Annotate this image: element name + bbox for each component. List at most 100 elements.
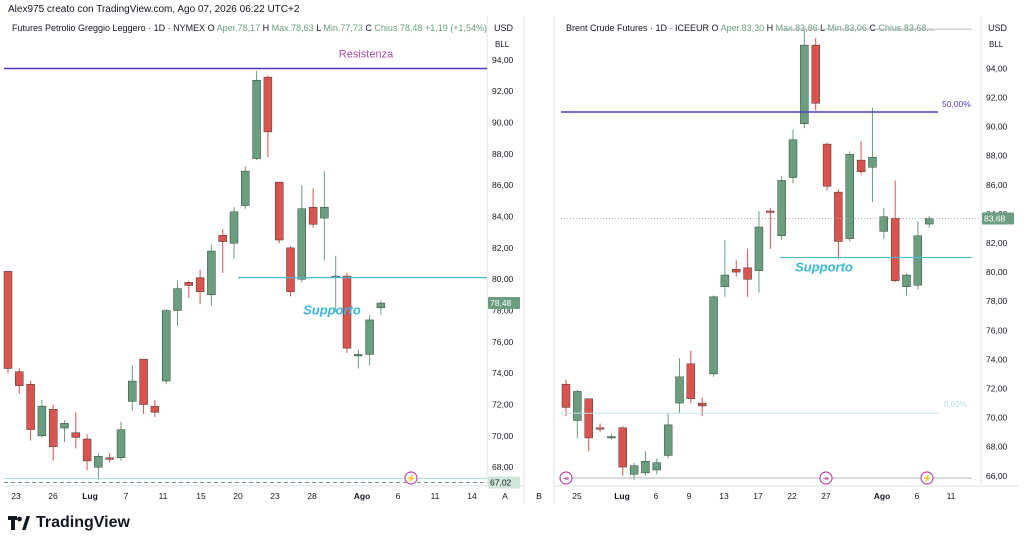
candle-body[interactable] <box>890 218 900 282</box>
last-price-tag <box>982 212 1014 225</box>
candle-body[interactable] <box>743 267 752 280</box>
candle-body[interactable] <box>925 218 934 225</box>
candle-body[interactable] <box>218 235 227 242</box>
low-price-label: 67,02 <box>490 478 512 488</box>
x-tick-label: Lug <box>614 491 630 501</box>
candle-body[interactable] <box>686 363 696 399</box>
candle-body[interactable] <box>641 461 650 474</box>
candle-body[interactable] <box>320 206 329 219</box>
y-tick-label: 76,00 <box>492 337 514 347</box>
candle-body[interactable] <box>573 391 582 421</box>
candle-body[interactable] <box>161 310 171 382</box>
candle-body[interactable] <box>788 139 798 178</box>
candle-body[interactable] <box>629 465 639 475</box>
tradingview-logo-icon <box>8 516 30 530</box>
unit-label: BLL <box>989 40 1004 49</box>
candle-body[interactable] <box>229 211 239 244</box>
x-tick-label: 15 <box>196 491 206 501</box>
candle-body[interactable] <box>3 271 13 369</box>
candle-body[interactable] <box>94 456 103 468</box>
candle-body[interactable] <box>652 462 661 471</box>
candle-body[interactable] <box>766 210 775 213</box>
candle-body[interactable] <box>800 44 809 124</box>
candle-body[interactable] <box>71 432 81 438</box>
x-tick-label: 23 <box>11 491 21 501</box>
ohlc-o: Aper.83,30 <box>721 23 767 33</box>
candle-body[interactable] <box>128 380 137 402</box>
y-tick-label: 78,00 <box>986 296 1008 306</box>
candle-body[interactable] <box>297 208 306 280</box>
candle-body[interactable] <box>709 296 718 375</box>
candle-body[interactable] <box>663 424 673 456</box>
chart-left[interactable]: Futures Petrolio Greggio Leggero · 1D · … <box>3 23 520 501</box>
chart-right[interactable]: Brent Crude Futures · 1D · ICEEUR O Aper… <box>536 23 1014 501</box>
candle-body[interactable] <box>834 191 843 242</box>
event-icon[interactable] <box>559 471 573 485</box>
candle-body[interactable] <box>195 277 205 292</box>
candle-body[interactable] <box>845 154 854 239</box>
candle-body[interactable] <box>902 274 911 287</box>
candle-body[interactable] <box>732 268 741 273</box>
candle-body[interactable] <box>868 156 877 168</box>
y-tick-label: 92,00 <box>986 92 1008 102</box>
candle-body[interactable] <box>37 405 47 437</box>
candle-body[interactable] <box>561 383 571 408</box>
candle-body[interactable] <box>139 358 148 405</box>
candle-body[interactable] <box>116 429 126 459</box>
candle-body[interactable] <box>675 376 684 404</box>
candle-body[interactable] <box>913 235 923 286</box>
candle-body[interactable] <box>82 438 92 462</box>
candle-body[interactable] <box>275 181 284 241</box>
event-icon[interactable] <box>404 471 418 485</box>
candle-body[interactable] <box>173 288 182 311</box>
candle-body[interactable] <box>49 409 58 448</box>
event-icon-glyph: ↠ <box>563 474 570 483</box>
candle-body[interactable] <box>263 76 273 133</box>
ohlc-h-label: H <box>263 23 272 33</box>
y-tick-label: 82,00 <box>986 238 1008 248</box>
candle-body[interactable] <box>376 302 386 309</box>
candle-body[interactable] <box>595 427 605 430</box>
candle-body[interactable] <box>698 402 707 407</box>
candle-body[interactable] <box>15 371 24 386</box>
x-tick-label: 13 <box>719 491 729 501</box>
x-tick-label: 14 <box>467 491 477 501</box>
candle-body[interactable] <box>241 170 250 206</box>
candle-body[interactable] <box>365 319 374 355</box>
x-tick-label: 25 <box>572 491 582 501</box>
candle-body[interactable] <box>286 247 295 292</box>
x-tick-label: 28 <box>307 491 317 501</box>
candle-body[interactable] <box>607 436 616 439</box>
candle-body[interactable] <box>105 457 114 460</box>
candle-body[interactable] <box>207 250 216 296</box>
candle-body[interactable] <box>26 383 35 430</box>
axis-letter[interactable]: A <box>502 491 508 501</box>
last-price-tag <box>488 297 520 310</box>
event-icon[interactable] <box>819 471 833 485</box>
candle-body[interactable] <box>754 226 764 271</box>
candle-body[interactable] <box>354 354 363 357</box>
candle-body[interactable] <box>584 398 593 439</box>
candle-body[interactable] <box>184 282 194 286</box>
tradingview-logo[interactable]: TradingView <box>8 514 130 532</box>
event-icon[interactable] <box>920 471 934 485</box>
candle-body[interactable] <box>150 405 160 413</box>
candle-body[interactable] <box>308 206 318 225</box>
candle-body[interactable] <box>777 180 786 236</box>
candle-body[interactable] <box>720 274 730 287</box>
candle-body[interactable] <box>822 143 832 187</box>
candle-body[interactable] <box>252 80 261 159</box>
candle-body[interactable] <box>879 216 888 232</box>
candle-body[interactable] <box>856 159 866 172</box>
x-tick-label: 11 <box>159 491 168 501</box>
candle-body[interactable] <box>60 423 69 429</box>
y-tick-label: 94,00 <box>986 63 1008 73</box>
candle-body[interactable] <box>618 427 627 468</box>
candle-body[interactable] <box>811 44 820 104</box>
axis-letter[interactable]: B <box>536 491 542 501</box>
candle-body[interactable] <box>342 275 352 349</box>
y-tick-label: 86,00 <box>492 180 514 190</box>
fib-0-label: 0,00% <box>944 400 967 409</box>
x-tick-label: 20 <box>233 491 243 501</box>
